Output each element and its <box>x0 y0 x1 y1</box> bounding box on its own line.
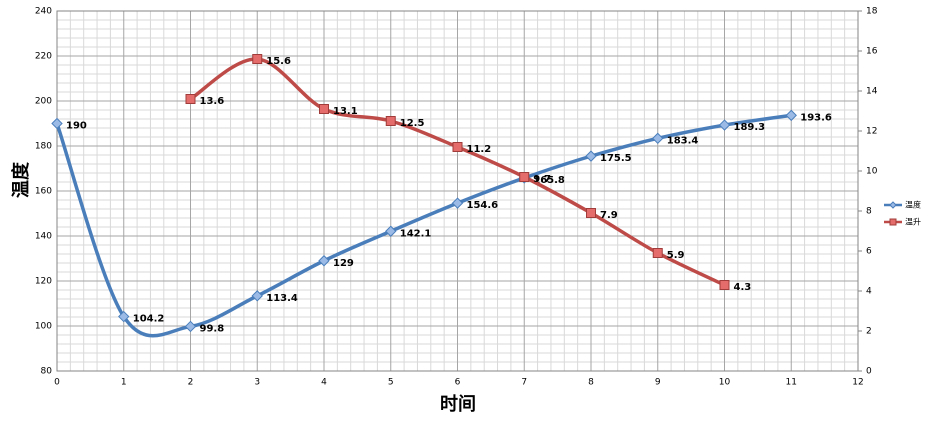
y2-tick-label: 14 <box>866 87 878 97</box>
y-tick-label: 240 <box>35 7 52 17</box>
marker <box>785 109 797 122</box>
data-label: 154.6 <box>467 200 499 211</box>
marker <box>118 310 130 323</box>
legend-marker <box>889 201 897 209</box>
data-label: 165.8 <box>533 175 565 186</box>
x-tick-label: 11 <box>786 378 797 388</box>
data-label: 5.9 <box>667 250 685 261</box>
data-label: 183.4 <box>667 135 699 146</box>
y2-tick-label: 8 <box>866 207 872 217</box>
x-axis-title: 时间 <box>440 394 476 415</box>
plot-frame <box>56 10 859 372</box>
marker <box>385 225 397 237</box>
marker <box>251 290 263 302</box>
y2-tick-label: 0 <box>866 367 872 377</box>
data-label: 13.1 <box>333 106 358 117</box>
y-tick-label: 120 <box>35 277 52 287</box>
data-label: 9.7 <box>533 174 551 185</box>
data-label: 175.5 <box>600 153 632 164</box>
x-tick-label: 0 <box>54 378 60 388</box>
marker <box>452 142 463 152</box>
x-tick-label: 10 <box>719 378 731 388</box>
data-label: 142.1 <box>400 228 432 239</box>
marker <box>252 54 263 64</box>
marker <box>319 104 329 114</box>
data-label: 11.2 <box>467 144 492 155</box>
y-tick-label: 80 <box>41 367 53 377</box>
legend-label: 温升 <box>905 218 921 227</box>
y2-tick-label: 6 <box>866 247 872 257</box>
y-axis-title: 温度 <box>10 161 32 198</box>
marker <box>719 280 730 290</box>
data-label: 13.6 <box>200 96 225 107</box>
data-label: 129 <box>333 258 354 269</box>
marker <box>51 117 63 130</box>
y-tick-label: 100 <box>35 322 52 332</box>
y2-tick-label: 4 <box>866 287 872 297</box>
marker <box>586 208 596 218</box>
y-tick-label: 200 <box>35 97 52 107</box>
x-tick-label: 5 <box>388 378 394 388</box>
y2-tick-label: 18 <box>866 7 878 17</box>
marker <box>184 320 197 333</box>
y2-tick-label: 16 <box>866 47 878 57</box>
marker <box>451 197 464 209</box>
x-tick-label: 8 <box>588 378 594 388</box>
legend-label: 温度 <box>905 200 921 210</box>
marker <box>718 119 731 131</box>
y-tick-label: 160 <box>35 187 52 197</box>
x-tick-label: 9 <box>655 378 661 388</box>
y-tick-label: 140 <box>35 232 52 242</box>
x-tick-label: 6 <box>455 378 461 388</box>
data-label: 15.6 <box>266 56 291 67</box>
data-label: 113.4 <box>266 293 298 304</box>
marker <box>652 248 663 258</box>
marker <box>519 172 530 182</box>
legend-marker <box>889 218 897 226</box>
data-label: 99.8 <box>200 323 225 334</box>
y2-tick-label: 2 <box>866 327 872 337</box>
marker <box>585 150 597 162</box>
y2-tick-label: 10 <box>866 167 878 177</box>
data-label: 104.2 <box>133 314 165 325</box>
marker <box>318 255 330 267</box>
data-label: 189.3 <box>734 122 766 133</box>
y2-tick-label: 12 <box>866 127 877 137</box>
x-tick-label: 3 <box>254 378 260 388</box>
marker <box>385 116 396 126</box>
data-label: 12.5 <box>400 118 425 129</box>
x-tick-label: 2 <box>188 378 194 388</box>
x-tick-label: 12 <box>852 378 863 388</box>
marker <box>652 132 664 145</box>
data-label: 4.3 <box>734 282 752 293</box>
x-tick-label: 4 <box>321 378 327 388</box>
y-tick-label: 220 <box>35 52 52 62</box>
x-tick-label: 7 <box>521 378 527 388</box>
x-tick-label: 1 <box>121 378 127 388</box>
data-label: 7.9 <box>600 210 618 221</box>
data-label: 190 <box>66 121 87 132</box>
marker <box>185 94 196 104</box>
data-label: 193.6 <box>800 112 832 123</box>
series-line <box>55 113 792 338</box>
y-tick-label: 180 <box>35 142 52 152</box>
